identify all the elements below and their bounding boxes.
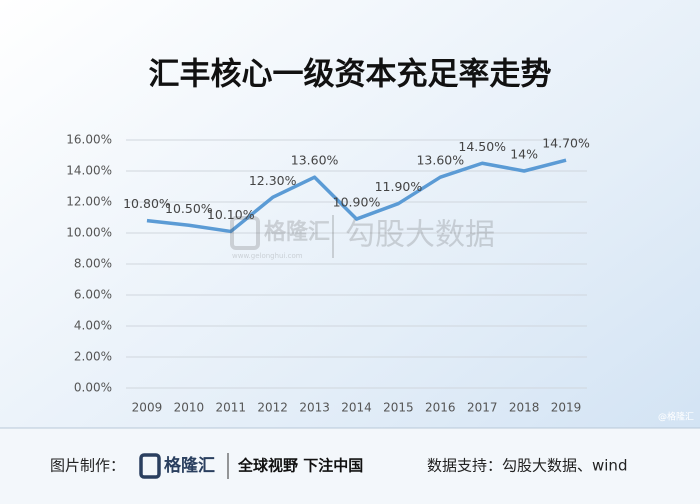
x-tick-label: 2016 (425, 401, 456, 415)
data-label: 11.90% (375, 179, 423, 194)
footer-source: 数据支持：勾股大数据、wind (427, 457, 627, 475)
watermark-logo (230, 216, 260, 250)
watermark-site: www.gelonghui.com (232, 252, 303, 260)
y-tick-label: 2.00% (74, 350, 112, 364)
x-tick-label: 2015 (383, 401, 414, 415)
data-label: 10.10% (207, 207, 255, 222)
y-tick-label: 4.00% (74, 319, 112, 333)
x-tick-label: 2012 (257, 401, 288, 415)
y-tick-label: 14.00% (66, 164, 112, 178)
y-tick-label: 0.00% (74, 381, 112, 395)
data-label: 10.50% (165, 201, 213, 216)
chart-title: 汇丰核心一级资本充足率走势 (149, 57, 552, 93)
data-line (146, 158, 567, 234)
x-tick-label: 2019 (551, 401, 582, 415)
x-tick-label: 2011 (215, 401, 246, 415)
watermark-partner: 勾股大数据 (345, 218, 495, 253)
y-tick-label: 16.00% (66, 133, 112, 147)
x-tick-label: 2018 (509, 401, 540, 415)
y-tick-label: 12.00% (66, 195, 112, 209)
data-label: 10.90% (333, 195, 381, 210)
footer-made-by: 图片制作： (50, 457, 125, 475)
x-tick-label: 2013 (299, 401, 330, 415)
y-tick-label: 10.00% (66, 226, 112, 240)
footer-brand: 格隆汇 (164, 455, 215, 476)
data-label: 13.60% (291, 153, 339, 168)
data-label: 14% (510, 147, 538, 162)
footer-logo (139, 453, 161, 479)
data-label: 13.60% (416, 153, 464, 168)
watermark: 格隆汇 www.gelonghui.com 勾股大数据 (230, 215, 495, 260)
x-tick-label: 2014 (341, 401, 372, 415)
footer-slogan: 全球视野 下注中国 (237, 457, 363, 475)
y-tick-label: 6.00% (74, 288, 112, 302)
x-tick-label: 2017 (467, 401, 498, 415)
watermark-brand: 格隆汇 (264, 219, 330, 245)
data-label: 14.50% (458, 139, 506, 154)
data-label: 10.80% (123, 196, 171, 211)
data-label: 12.30% (249, 173, 297, 188)
corner-watermark: @格隆汇 (658, 411, 694, 423)
y-tick-label: 8.00% (74, 257, 112, 271)
footer-band (0, 428, 700, 504)
data-label: 14.70% (542, 136, 590, 151)
x-tick-label: 2009 (132, 401, 163, 415)
x-tick-label: 2010 (174, 401, 205, 415)
